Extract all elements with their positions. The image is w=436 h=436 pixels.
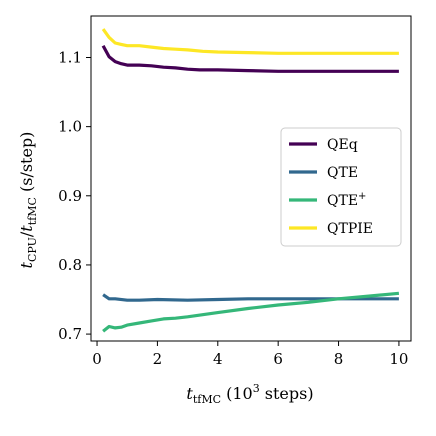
y-tick-label: 0.7 [58, 325, 82, 343]
legend-label: QEq [327, 137, 358, 153]
series-line-qeq [101, 44, 399, 73]
x-tick-label: 4 [213, 350, 223, 368]
series-line-qtpie [101, 28, 399, 55]
x-tick-label: 2 [153, 350, 163, 368]
legend-label: QTE [327, 165, 358, 181]
legend-label: QTPIE [327, 221, 373, 237]
y-tick-label: 1.0 [58, 118, 82, 136]
x-axis-label: ttfMC (103 steps) [186, 382, 313, 406]
x-tick-label: 10 [389, 350, 408, 368]
x-tick-label: 0 [92, 350, 102, 368]
legend: QEq QTE QTE+ QTPIE [280, 127, 402, 247]
y-tick-label: 1.1 [58, 48, 82, 66]
legend-box [280, 127, 402, 247]
series-line-qte-plus [102, 291, 400, 333]
y-axis-label: tCPU/ttfMC (s/step) [17, 132, 39, 269]
x-tick-label: 8 [334, 350, 344, 368]
y-tick-label: 0.9 [58, 187, 82, 205]
y-tick-label: 0.8 [58, 256, 82, 274]
plot-area [101, 28, 400, 333]
x-tick-label: 6 [273, 350, 283, 368]
plot-frame [90, 15, 412, 342]
axes: 0 2 4 6 8 10 0.7 0.8 0.9 1.0 1.1 [58, 15, 412, 368]
legend-label: QTE+ [327, 191, 366, 209]
